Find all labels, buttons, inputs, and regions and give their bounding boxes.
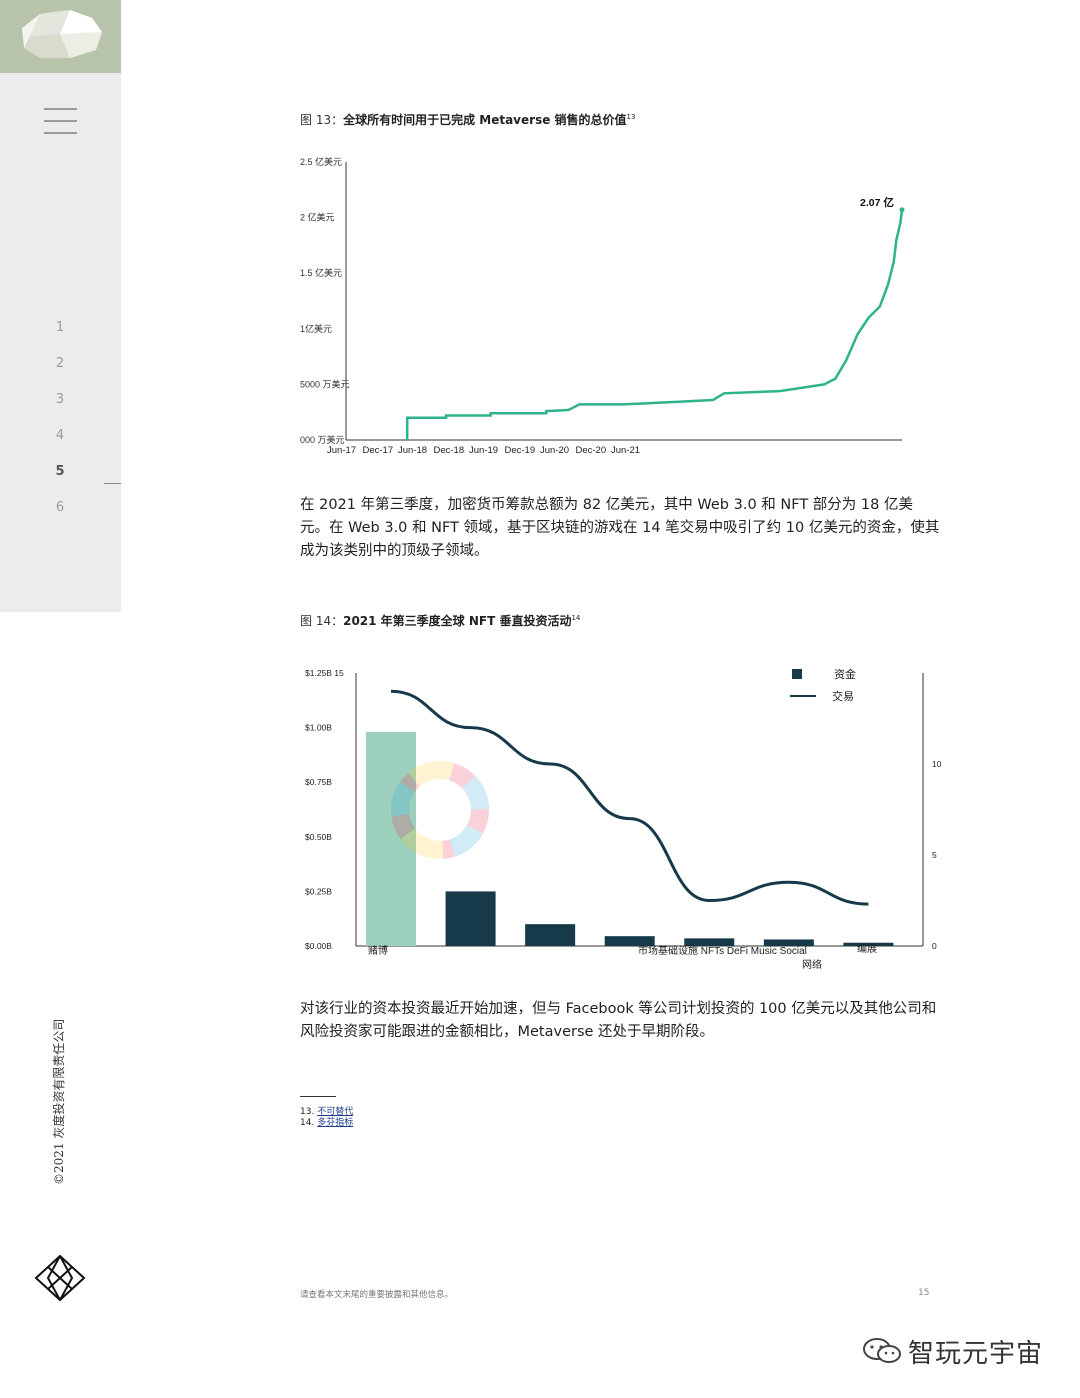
category-label: 市场基础设施 NFTs DeFi Music Social <box>638 944 807 957</box>
y-tick-label: 000 万美元 <box>300 434 345 445</box>
page-nav-6[interactable]: 6 <box>55 500 65 515</box>
left-y-tick-label: $1.00B <box>305 723 332 733</box>
x-tick-label: Jun-19 <box>469 445 498 456</box>
page-nav-3[interactable]: 3 <box>55 392 65 407</box>
left-y-tick-label: $0.00B <box>305 941 332 951</box>
right-y-tick-label: 10 <box>932 759 942 769</box>
footnote-13-number: 13. <box>300 1107 315 1117</box>
footnote-13: 13. 不可替代 <box>300 1107 353 1118</box>
page-nav-2[interactable]: 2 <box>55 356 65 371</box>
left-y-tick-label: $1.25B 15 <box>305 668 344 678</box>
left-y-tick-label: $0.50B <box>305 832 332 842</box>
company-logo[interactable] <box>0 0 121 73</box>
wechat-icon <box>863 1338 901 1363</box>
page-nav-5[interactable]: 5 <box>55 464 65 479</box>
funding-bar <box>366 731 416 946</box>
funding-bar <box>604 936 655 946</box>
funding-bar <box>763 939 814 946</box>
figure13-footnote-ref: 13 <box>626 113 636 121</box>
bar-line-chart: $1.25B 15 $1.00B $0.75B $0.50B $0.25B $0.00B 1… <box>305 667 942 971</box>
figure14-title-text: 2021 年第三季度全球 NFT 垂直投资活动 <box>343 614 572 628</box>
legend-funding-label: 资金 <box>834 667 856 681</box>
latest-value-point <box>899 207 905 213</box>
footnote-14: 14. 多芬指标 <box>300 1118 353 1129</box>
paragraph-2: 对该行业的资本投资最近开始加速，但与 Facebook 等公司计划投资的 100… <box>300 1001 937 1040</box>
legend-funding-swatch <box>792 669 802 679</box>
figure13-title-text: 全球所有时间用于已完成 Metaverse 销售的总价值 <box>343 113 627 127</box>
active-page-indicator <box>104 483 121 484</box>
page-nav-4[interactable]: 4 <box>55 428 65 443</box>
figure13-title: 图 13：全球所有时间用于已完成 Metaverse 销售的总价值13 <box>300 111 635 128</box>
sidebar <box>0 0 121 612</box>
x-tick-label: Dec-19 <box>505 445 536 456</box>
figure14-title: 图 14：2021 年第三季度全球 NFT 垂直投资活动14 <box>300 612 580 629</box>
category-label: 赌博 <box>368 944 388 957</box>
funding-bar <box>445 891 496 946</box>
x-tick-label: Jun-21 <box>611 445 640 456</box>
funding-bar <box>843 942 894 946</box>
x-tick-label: Jun-18 <box>398 445 427 456</box>
funding-bar <box>684 938 735 946</box>
brand-name: 智玩元宇宙 <box>908 1338 1044 1369</box>
latest-value-annotation: 2.07 亿 <box>860 196 894 209</box>
page-number: 15 <box>918 1288 930 1298</box>
brand-watermark: 智玩元宇宙 <box>862 1331 1043 1371</box>
right-y-tick-label: 5 <box>932 850 937 860</box>
grayscale-logo-icon <box>34 1254 86 1302</box>
total-value-series-line <box>405 209 904 440</box>
footnotes: 13. 不可替代 14. 多芬指标 <box>300 1107 353 1129</box>
footnote-divider <box>300 1096 336 1097</box>
y-tick-label: 2 亿美元 <box>300 212 335 223</box>
copyright-text: ©2021 灰度投资有限责任公司 <box>52 1018 66 1185</box>
page-nav-1[interactable]: 1 <box>55 320 65 335</box>
funding-bar <box>525 924 576 946</box>
right-y-tick-label: 0 <box>932 941 937 951</box>
category-label: 编展 <box>857 942 877 955</box>
left-y-tick-label: $0.25B <box>305 886 332 896</box>
x-tick-label: Jun-17 <box>327 445 356 456</box>
y-tick-label: 2.5 亿美元 <box>300 156 342 167</box>
x-tick-label: Dec-20 <box>576 445 607 456</box>
trades-series-line <box>390 689 869 906</box>
figure14-title-prefix: 图 14： <box>300 614 344 628</box>
figure14-footnote-ref: 14 <box>571 614 581 622</box>
x-tick-label: Dec-18 <box>434 445 465 456</box>
figure13-title-prefix: 图 13： <box>300 113 344 127</box>
legend-trades-label: 交易 <box>832 689 854 703</box>
menu-icon[interactable] <box>44 108 77 134</box>
footnote-13-link[interactable]: 不可替代 <box>317 1107 354 1117</box>
x-tick-label: Dec-17 <box>363 445 394 456</box>
footnote-14-link[interactable]: 多芬指标 <box>317 1118 354 1128</box>
y-tick-label: 1.5 亿美元 <box>300 267 342 278</box>
category-label: 网络 <box>802 958 822 971</box>
x-tick-label: Jun-20 <box>540 445 569 456</box>
footnote-14-number: 14. <box>300 1118 315 1128</box>
y-tick-label: 1亿美元 <box>300 323 332 334</box>
footer-disclaimer: 请查看本文末尾的重要披露和其他信息。 <box>300 1290 454 1300</box>
y-tick-label: 5000 万美元 <box>300 378 350 389</box>
left-y-tick-label: $0.75B <box>305 777 332 787</box>
paragraph-1: 在 2021 年第三季度，加密货币筹款总额为 82 亿美元，其中 Web 3.0… <box>300 497 940 559</box>
